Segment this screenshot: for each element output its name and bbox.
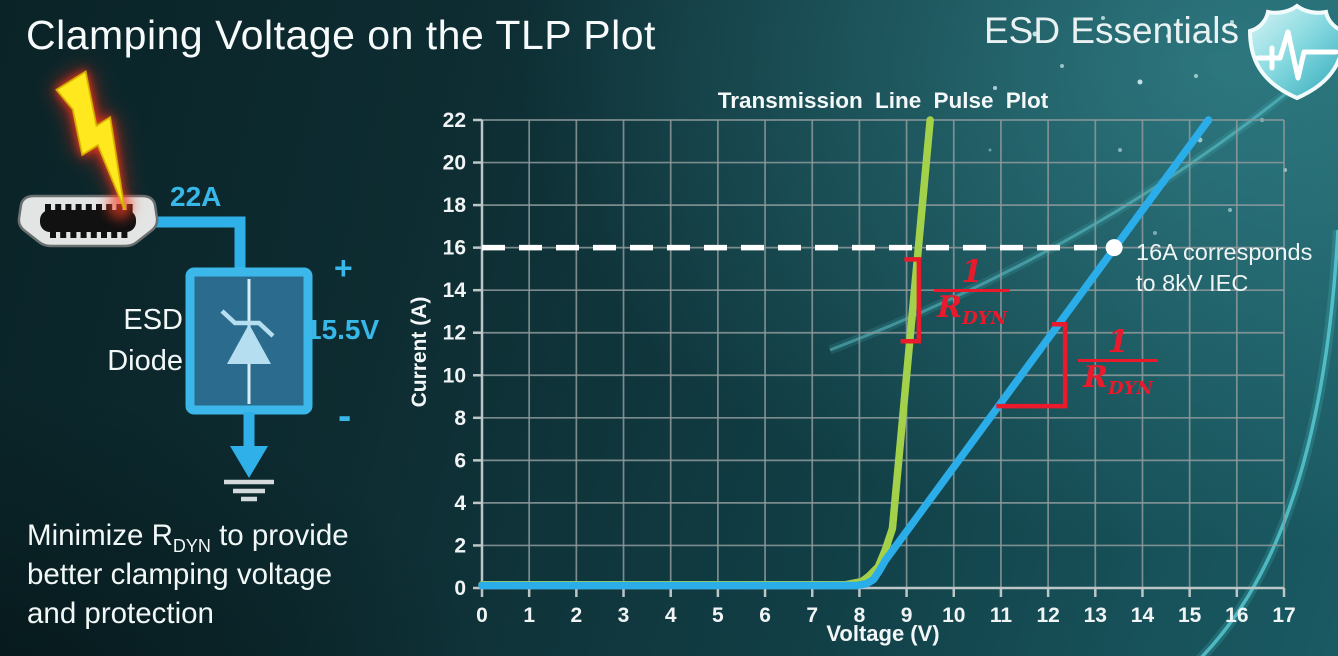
note-line1-pre: Minimize R [27, 519, 173, 552]
y-tick-label: 18 [443, 194, 467, 217]
hdmi-pin [96, 204, 102, 213]
hdmi-pin [121, 229, 128, 238]
note-line1-sub: DYN [172, 535, 211, 556]
fraction-sub: DYN [962, 308, 1007, 329]
hdmi-pin [45, 204, 51, 213]
esd-diode-symbol [185, 267, 313, 478]
x-axis-label: Voltage (V) [826, 621, 940, 646]
hdmi-pin [75, 204, 82, 213]
surge-current-label: 22A [170, 181, 222, 212]
star-dot [1283, 168, 1287, 172]
slope-bracket [900, 257, 922, 344]
marker-annotation-line2: to 8kV IEC [1136, 270, 1249, 296]
hdmi-pin [106, 204, 113, 213]
marker-annotation: 16A corresponds to 8kV IEC [1136, 237, 1312, 299]
fraction-denominator: RDYN [1083, 360, 1153, 400]
pulse-icon [1255, 29, 1338, 81]
fraction-numerator: 1 [1107, 324, 1129, 360]
esd-label-line2: Diode [107, 345, 183, 377]
fraction-denominator: RDYN [937, 290, 1007, 330]
hdmi-pin [80, 229, 87, 238]
clamp-voltage-label: 15.5V [306, 314, 380, 345]
hdmi-pin [55, 204, 62, 213]
rdyn-fraction-green: 1 RDYN [934, 257, 1010, 334]
star-dot [1228, 208, 1232, 212]
star-dot [1137, 79, 1143, 85]
hdmi-connector-icon [17, 194, 159, 248]
fraction-bar [934, 289, 1010, 292]
minus-terminal-label: - [338, 394, 352, 438]
y-tick-label: 20 [443, 152, 466, 175]
fraction-numerator: 1 [961, 254, 983, 290]
y-tick-label: 22 [443, 109, 466, 132]
arrow-head [230, 446, 268, 478]
slope-bracket [996, 321, 1068, 409]
ground-icon [224, 479, 274, 502]
star-dot [988, 148, 992, 152]
hdmi-pin [126, 204, 133, 213]
zener-bar [220, 309, 275, 338]
hdmi-pin [70, 229, 77, 238]
diode-triangle [227, 324, 271, 364]
y-tick-label: 6 [454, 449, 466, 472]
series-low-rdyn-esd-diode [478, 116, 934, 589]
note-line2: better clamping voltage [27, 558, 333, 591]
y-tick-label: 0 [454, 577, 466, 600]
marker-annotation-line1: 16A corresponds [1136, 239, 1313, 265]
fraction-sub: DYN [1108, 378, 1153, 399]
fraction-bar [1078, 359, 1158, 362]
star-dot [1118, 148, 1122, 152]
hdmi-pin [101, 229, 107, 238]
y-tick-label: 14 [443, 279, 467, 302]
rdyn-fraction-blue: 1 RDYN [1078, 327, 1158, 404]
y-tick-label: 10 [443, 364, 466, 387]
lightning-bolt-icon [55, 70, 133, 220]
chart-title: Transmission Line Pulse Plot [717, 88, 1049, 113]
note-line3: and protection [27, 597, 214, 630]
slide-title: Clamping Voltage on the TLP Plot [26, 12, 656, 58]
fraction-r: R [1083, 360, 1108, 395]
hdmi-pin [60, 229, 67, 238]
note-line1-post: to provide [210, 519, 349, 552]
plus-terminal-label: + [334, 250, 353, 286]
esd-diode-label: ESD Diode [75, 300, 183, 382]
hdmi-pin [90, 229, 97, 238]
wire [152, 216, 246, 276]
star-dot [1260, 118, 1264, 122]
hdmi-pin [50, 229, 56, 238]
star-dot [1194, 74, 1198, 78]
star-dot [1153, 231, 1157, 235]
y-tick-label: 16 [443, 237, 466, 260]
y-tick-label: 2 [454, 534, 466, 557]
hdmi-pin [116, 204, 123, 213]
hdmi-pin [65, 204, 72, 213]
brand-text: ESD Essentials [984, 10, 1239, 51]
star-dot [1197, 137, 1203, 143]
marker-dot [1105, 239, 1123, 257]
star-dot [1060, 64, 1064, 68]
y-tick-label: 8 [454, 407, 466, 430]
y-axis-label: Current (A) [408, 296, 431, 408]
takeaway-note: Minimize RDYN to provide better clamping… [27, 516, 349, 633]
fraction-r: R [937, 290, 962, 325]
swoosh2-glow [828, 44, 1338, 355]
swoosh2-line [829, 48, 1338, 352]
hdmi-pin [111, 229, 118, 238]
esd-label-line1: ESD [123, 304, 183, 336]
y-tick-label: 4 [454, 492, 466, 515]
hdmi-pin [85, 204, 92, 213]
y-tick-label: 12 [443, 322, 466, 345]
